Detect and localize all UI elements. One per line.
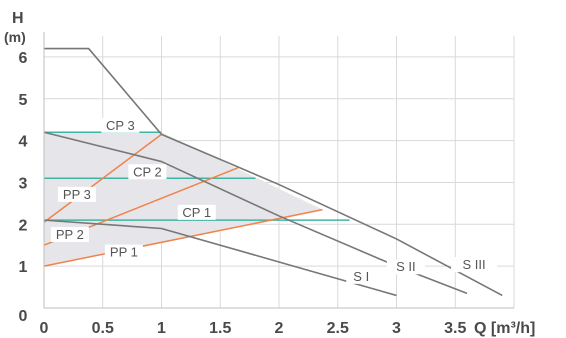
axes: 0 0.5 1 1.5 2 2.5 3 3.5 0 1 2 3 4 5 6 H (m) Q [m³/h] — [4, 10, 535, 337]
series-label-s-iii: S III — [451, 257, 498, 273]
y-tick-label: 4 — [19, 134, 28, 151]
y-axis-title: H — [12, 10, 24, 27]
series-label-bg — [101, 117, 140, 133]
x-tick-label: 2 — [275, 320, 284, 337]
x-tick-label: 2.5 — [327, 320, 349, 337]
y-tick-label: 2 — [19, 217, 28, 234]
series-label-text: PP 3 — [63, 187, 91, 202]
series-label-text: CP 2 — [133, 164, 162, 179]
series-label-cp-2: CP 2 — [128, 164, 167, 180]
operating-area-layer — [44, 132, 323, 267]
series-label-bg — [451, 257, 498, 273]
series-line-pp-3 — [43, 133, 162, 223]
series-label-cp-1: CP 1 — [177, 204, 216, 220]
series-label-text: CP 3 — [106, 118, 135, 133]
y-tick-label: 6 — [19, 50, 28, 67]
series-labels: S I S II S III PP 1 PP 2 PP 3 CP 1 CP 2 CP 3 — [50, 117, 498, 284]
y-tick-label: 3 — [19, 175, 28, 192]
series-label-s-i: S I — [346, 268, 377, 284]
series-label-s-ii: S II — [386, 259, 425, 275]
series-line-pp-1 — [43, 208, 323, 267]
series-label-bg — [177, 204, 216, 220]
y-tick-label: 5 — [19, 92, 28, 109]
x-tick-label: 1 — [157, 320, 166, 337]
series-label-pp-3: PP 3 — [57, 186, 96, 202]
series-lines — [43, 47, 503, 297]
operating-area — [44, 132, 323, 267]
series-label-text: S III — [462, 257, 485, 272]
series-label-text: CP 1 — [182, 205, 211, 220]
x-tick-label: 1.5 — [209, 320, 231, 337]
series-line-s-iii — [44, 47, 503, 297]
series-label-text: PP 2 — [56, 227, 84, 242]
series-label-pp-1: PP 1 — [104, 244, 143, 260]
series-label-bg — [57, 186, 96, 202]
series-line-s-ii — [43, 131, 468, 295]
x-tick-label: 0.5 — [92, 320, 114, 337]
series-label-bg — [346, 268, 377, 284]
series-line-s-i — [43, 219, 397, 297]
series-label-bg — [128, 164, 167, 180]
y-axis-unit: (m) — [4, 29, 26, 45]
series-label-cp-3: CP 3 — [101, 117, 140, 133]
series-label-pp-2: PP 2 — [50, 227, 89, 243]
y-tick-label: 1 — [19, 259, 28, 276]
series-label-text: S II — [396, 259, 416, 274]
series-label-text: S I — [353, 269, 369, 284]
x-tick-label: 3.5 — [444, 320, 466, 337]
y-tick-label: 0 — [19, 308, 28, 325]
x-axis-title: Q [m³/h] — [474, 320, 535, 337]
series-label-bg — [50, 227, 89, 243]
series-label-text: PP 1 — [110, 245, 138, 260]
series-label-bg — [104, 244, 143, 260]
series-label-bg — [386, 259, 425, 275]
x-tick-label: 0 — [40, 320, 49, 337]
x-tick-label: 3 — [392, 320, 401, 337]
